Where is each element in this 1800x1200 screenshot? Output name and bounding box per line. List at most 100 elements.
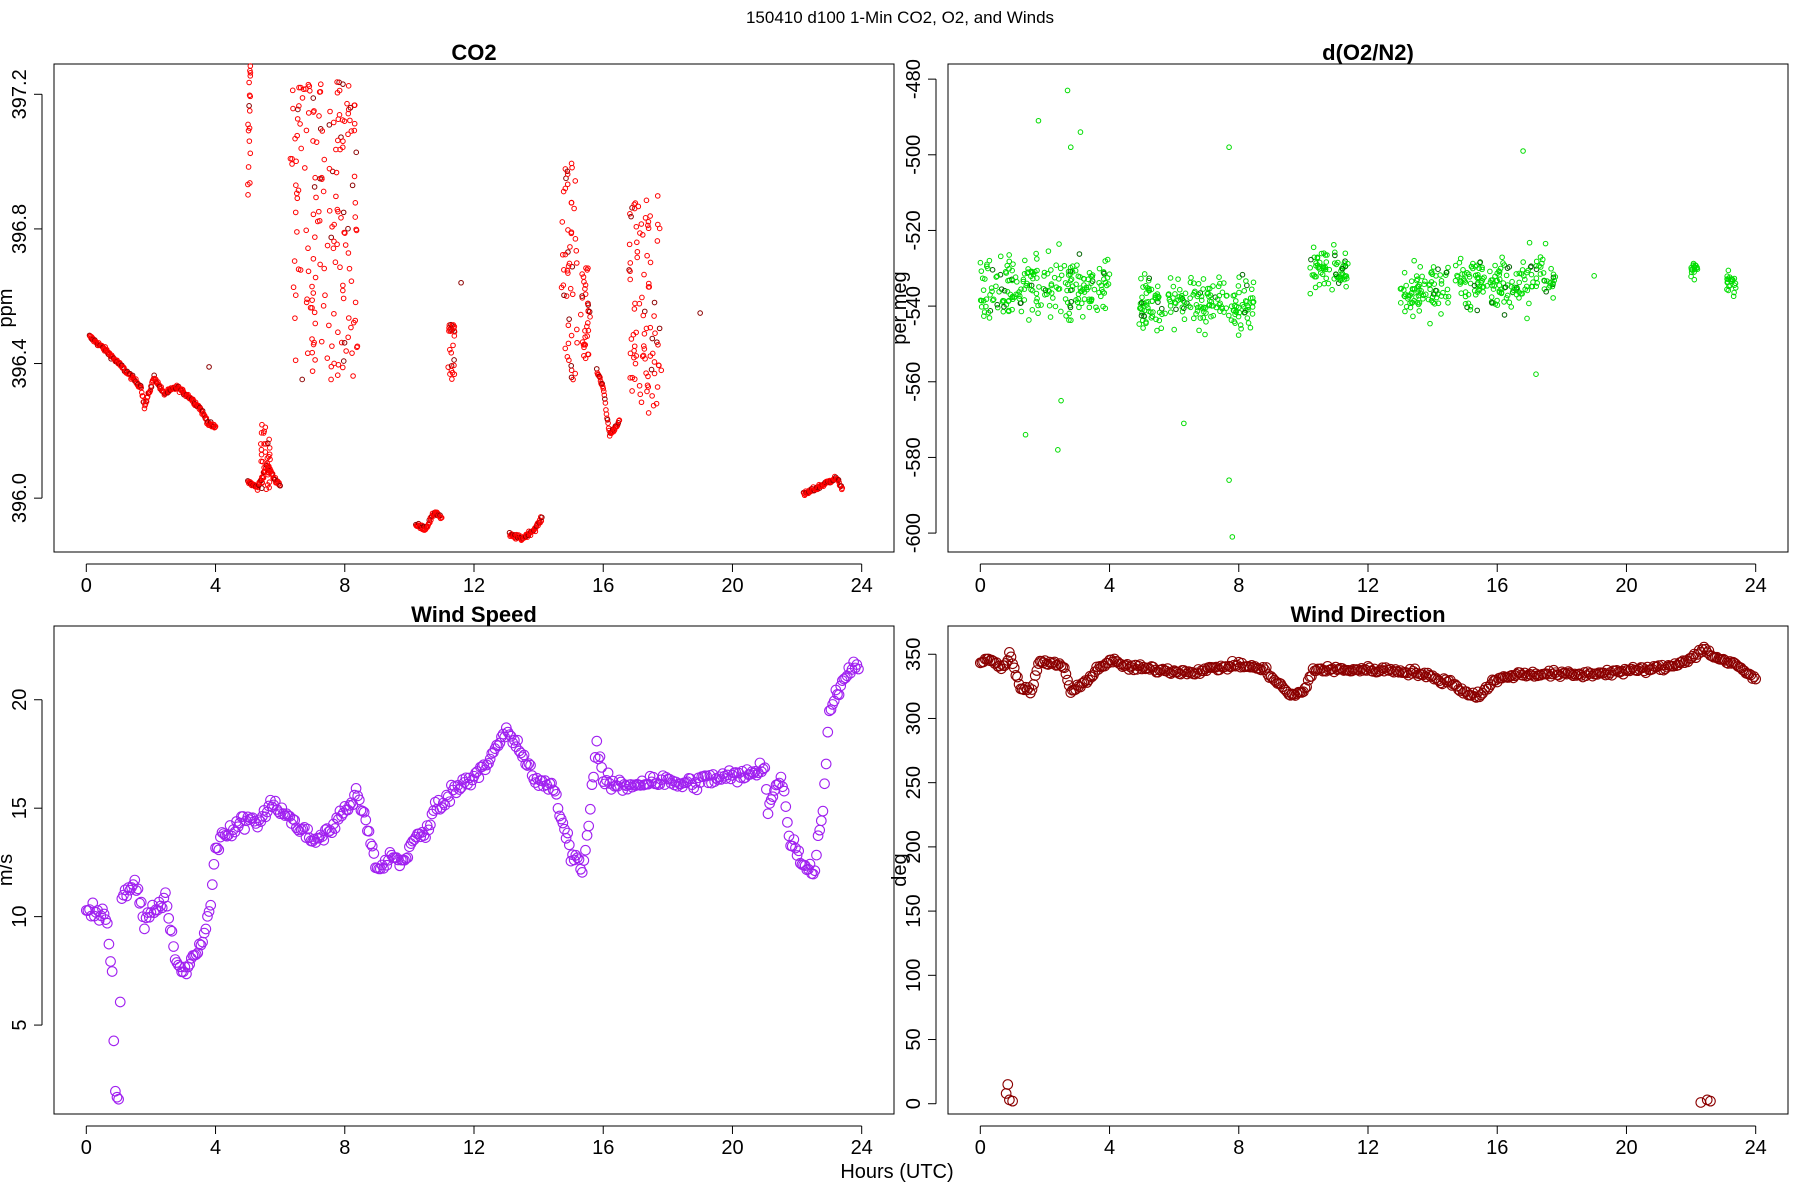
data-point: [350, 319, 357, 326]
data-point: [1020, 276, 1027, 283]
data-point: [1345, 260, 1351, 267]
data-point: [132, 883, 144, 895]
data-point: [265, 471, 271, 478]
data-point: [601, 392, 608, 398]
data-point: [654, 193, 661, 199]
data-point: [103, 938, 115, 950]
data-point: [1239, 271, 1246, 278]
data-point: [1417, 264, 1424, 270]
data-point: [352, 214, 359, 220]
data-point: [329, 224, 335, 230]
data-point: [996, 288, 1002, 295]
data-point: [312, 174, 318, 181]
data-point: [539, 514, 545, 521]
data-point: [1471, 282, 1478, 289]
data-point: [296, 84, 302, 91]
data-point: [1316, 266, 1323, 272]
data-point: [1156, 317, 1163, 324]
data-point: [990, 296, 997, 303]
data-point: [1089, 272, 1096, 278]
data-point: [1547, 280, 1553, 286]
data-point: [335, 208, 341, 215]
data-point: [1460, 276, 1467, 283]
data-point: [1208, 298, 1215, 305]
data-point: [994, 304, 1001, 311]
data-point: [1329, 286, 1335, 293]
data-point: [560, 188, 567, 195]
data-point: [294, 229, 300, 235]
data-point: [500, 722, 512, 734]
data-point: [211, 842, 223, 854]
data-point: [648, 366, 655, 373]
data-point: [316, 89, 323, 95]
plot-frame: [53, 625, 895, 1115]
data-point: [1509, 278, 1515, 285]
data-point: [573, 260, 580, 266]
y-tick-label: 100: [903, 959, 925, 992]
panel-1: CO2 0 4 8 12 16 20 24 396.0 396.4 396.8 397.2 ppm: [0, 40, 895, 597]
data-point: [1210, 312, 1217, 319]
data-point: [1063, 313, 1069, 319]
data-point: [1170, 295, 1176, 301]
data-point: [656, 325, 663, 332]
data-point: [1136, 321, 1143, 327]
data-point: [190, 949, 202, 960]
data-point: [1050, 295, 1056, 301]
data-point: [586, 308, 593, 315]
data-point: [337, 264, 343, 271]
data-point: [1492, 262, 1498, 269]
data-point: [1457, 278, 1464, 284]
data-point: [651, 299, 658, 306]
data-point: [315, 208, 322, 215]
data-point: [304, 350, 311, 357]
data-point: [1539, 260, 1545, 267]
data-point: [1026, 317, 1032, 323]
x-tick-label: 4: [210, 1137, 221, 1159]
data-point: [330, 245, 337, 252]
data-point: [348, 128, 355, 134]
data-point: [639, 294, 645, 301]
data-point: [327, 108, 333, 115]
data-point: [366, 840, 378, 852]
data-point: [566, 260, 573, 267]
data-point: [1260, 662, 1272, 673]
data-point: [318, 174, 325, 181]
data-point: [317, 261, 323, 268]
data-point: [181, 968, 192, 980]
data-point: [521, 760, 533, 771]
data-point: [320, 188, 327, 195]
data-point: [1149, 298, 1156, 304]
data-point: [1022, 257, 1028, 264]
data-point: [262, 424, 269, 431]
data-point: [101, 917, 113, 929]
data-point: [1339, 265, 1346, 272]
data-point: [835, 477, 842, 483]
data-point: [1677, 655, 1689, 667]
data-point: [381, 859, 393, 871]
data-point: [449, 376, 455, 382]
data-point: [990, 297, 996, 304]
data-point: [561, 292, 567, 299]
data-point: [773, 777, 785, 789]
plot-frame: [53, 63, 895, 553]
y-tick-label: 200: [903, 830, 925, 863]
data-point: [977, 259, 984, 266]
data-point: [1036, 284, 1042, 290]
data-point: [1341, 274, 1348, 280]
data-point: [788, 834, 800, 845]
data-point: [1165, 292, 1172, 298]
data-point: [1067, 144, 1074, 151]
x-tick-label: 24: [851, 575, 873, 597]
data-point: [1217, 280, 1223, 287]
data-point: [166, 925, 178, 937]
data-point: [1509, 289, 1516, 295]
data-point: [631, 306, 638, 312]
data-point: [1310, 244, 1317, 251]
y-tick-label: 5: [9, 1020, 31, 1031]
data-point: [1508, 304, 1515, 310]
data-point: [1194, 304, 1201, 311]
data-point: [1066, 317, 1072, 323]
data-point: [247, 93, 254, 100]
data-point: [312, 274, 319, 281]
data-point: [297, 121, 303, 127]
